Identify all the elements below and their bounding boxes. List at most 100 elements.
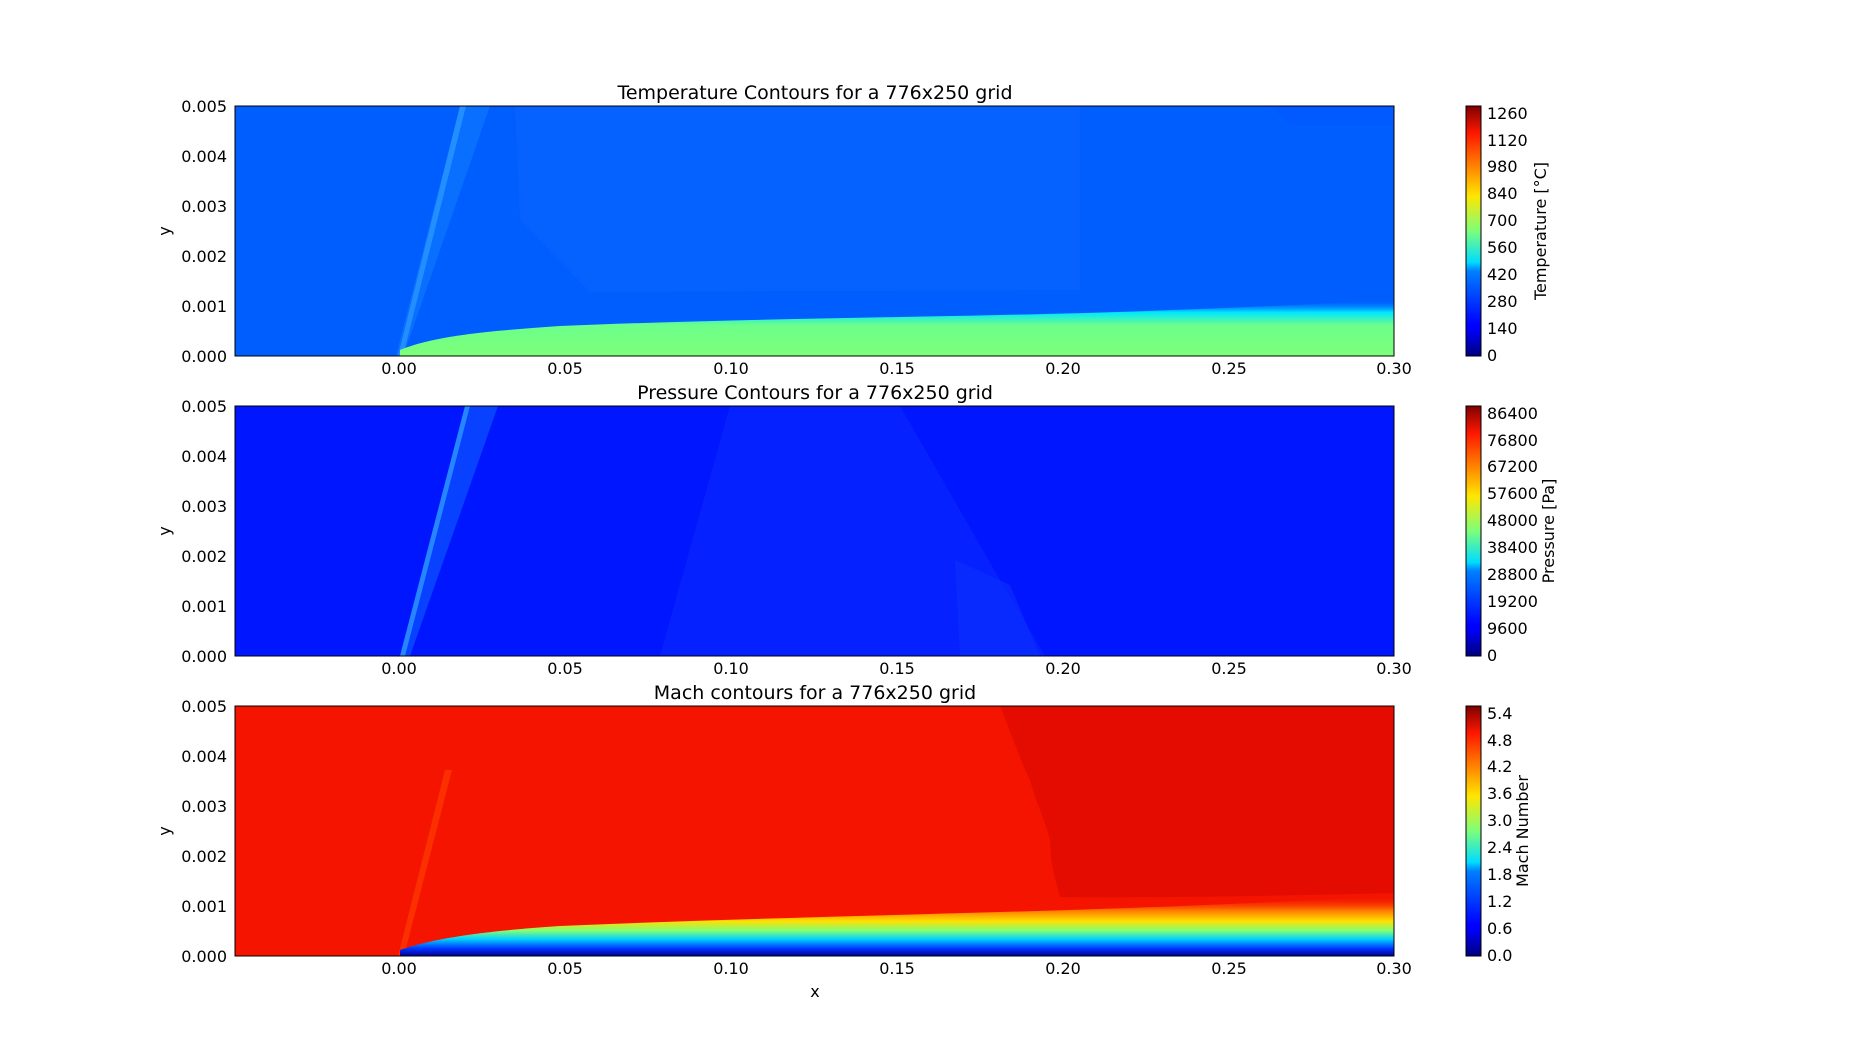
y-tick-label: 0.004 bbox=[181, 447, 227, 466]
colorbar-tick-label: 4.2 bbox=[1487, 757, 1512, 776]
mach-x-axis-label: x bbox=[810, 982, 819, 1001]
x-tick-label: 0.30 bbox=[1376, 359, 1412, 378]
mach-colorbar: 0.0 0.6 1.2 1.8 2.4 3.0 3.6 4.2 4.8 5.4 … bbox=[1465, 704, 1532, 965]
x-tick-label: 0.05 bbox=[547, 359, 583, 378]
colorbar-tick-label: 38400 bbox=[1487, 538, 1538, 557]
y-tick-label: 0.001 bbox=[181, 597, 227, 616]
y-tick-label: 0.003 bbox=[181, 497, 227, 516]
x-tick-label: 0.20 bbox=[1045, 959, 1081, 978]
y-tick-label: 0.005 bbox=[181, 97, 227, 116]
mach-field bbox=[234, 705, 1395, 957]
mach-wake bbox=[1000, 706, 1394, 898]
y-tick-label: 0.003 bbox=[181, 797, 227, 816]
y-tick-label: 0.002 bbox=[181, 547, 227, 566]
mach-title: Mach contours for a 776x250 grid bbox=[654, 682, 976, 704]
pressure-title: Pressure Contours for a 776x250 grid bbox=[637, 382, 993, 404]
y-tick-label: 0.001 bbox=[181, 897, 227, 916]
pressure-y-axis-label: y bbox=[155, 526, 174, 535]
temperature-field bbox=[234, 105, 1395, 357]
colorbar-tick-label: 76800 bbox=[1487, 431, 1538, 450]
y-tick-label: 0.001 bbox=[181, 297, 227, 316]
x-tick-label: 0.25 bbox=[1211, 659, 1247, 678]
pressure-field bbox=[234, 405, 1395, 657]
mach-y-axis-label: y bbox=[155, 826, 174, 835]
x-tick-label: 0.10 bbox=[713, 359, 749, 378]
mach-shock bbox=[398, 770, 452, 956]
temperature-y-ticks: 0.000 0.001 0.002 0.003 0.004 0.005 bbox=[181, 97, 227, 366]
x-tick-label: 0.10 bbox=[713, 659, 749, 678]
colorbar-tick-label: 9600 bbox=[1487, 619, 1528, 638]
y-tick-label: 0.000 bbox=[181, 347, 227, 366]
temperature-colorbar: 0 140 280 420 560 700 840 980 1120 1260 … bbox=[1465, 104, 1550, 365]
temperature-shock-core bbox=[398, 106, 466, 356]
colorbar-tick-label: 140 bbox=[1487, 319, 1518, 338]
x-tick-label: 0.20 bbox=[1045, 659, 1081, 678]
x-tick-label: 0.30 bbox=[1376, 659, 1412, 678]
pressure-wake bbox=[955, 560, 1040, 656]
colorbar-tick-label: 2.4 bbox=[1487, 838, 1512, 857]
mach-boundary-layer bbox=[400, 896, 1394, 956]
colorbar-tick-label: 1260 bbox=[1487, 104, 1528, 123]
temperature-x-ticks: 0.00 0.05 0.10 0.15 0.20 0.25 0.30 bbox=[381, 359, 1412, 378]
temperature-title: Temperature Contours for a 776x250 grid bbox=[616, 82, 1012, 104]
colorbar-tick-label: 48000 bbox=[1487, 511, 1538, 530]
x-tick-label: 0.25 bbox=[1211, 959, 1247, 978]
x-tick-label: 0.00 bbox=[381, 959, 417, 978]
y-tick-label: 0.005 bbox=[181, 397, 227, 416]
colorbar-tick-label: 5.4 bbox=[1487, 704, 1512, 723]
y-tick-label: 0.002 bbox=[181, 247, 227, 266]
colorbar-tick-label: 0 bbox=[1487, 346, 1497, 365]
colorbar-tick-label: 3.0 bbox=[1487, 811, 1512, 830]
x-tick-label: 0.15 bbox=[879, 659, 915, 678]
x-tick-label: 0.05 bbox=[547, 959, 583, 978]
mach-y-ticks: 0.000 0.001 0.002 0.003 0.004 0.005 bbox=[181, 697, 227, 966]
y-tick-label: 0.004 bbox=[181, 747, 227, 766]
colorbar-tick-label: 0 bbox=[1487, 646, 1497, 665]
x-tick-label: 0.10 bbox=[713, 959, 749, 978]
temperature-panel: Temperature Contours for a 776x250 grid … bbox=[155, 82, 1550, 378]
mach-x-ticks: 0.00 0.05 0.10 0.15 0.20 0.25 0.30 bbox=[381, 959, 1412, 978]
colorbar-tick-label: 0.6 bbox=[1487, 919, 1512, 938]
colorbar-tick-label: 86400 bbox=[1487, 404, 1538, 423]
x-tick-label: 0.05 bbox=[547, 659, 583, 678]
pressure-x-ticks: 0.00 0.05 0.10 0.15 0.20 0.25 0.30 bbox=[381, 659, 1412, 678]
temperature-boundary-layer bbox=[400, 300, 1394, 356]
pressure-colorbar-label: Pressure [Pa] bbox=[1539, 479, 1558, 584]
temperature-upper-right bbox=[1270, 106, 1394, 125]
colorbar-tick-label: 700 bbox=[1487, 211, 1518, 230]
temperature-colorbar-bar bbox=[1465, 105, 1482, 357]
pressure-colorbar: 0 9600 19200 28800 38400 48000 57600 672… bbox=[1465, 404, 1558, 665]
colorbar-tick-label: 980 bbox=[1487, 157, 1518, 176]
colorbar-tick-label: 3.6 bbox=[1487, 784, 1512, 803]
mach-colorbar-bar bbox=[1465, 705, 1482, 957]
y-tick-label: 0.000 bbox=[181, 947, 227, 966]
colorbar-tick-label: 420 bbox=[1487, 265, 1518, 284]
pressure-shock bbox=[400, 406, 498, 656]
colorbar-tick-label: 840 bbox=[1487, 184, 1518, 203]
y-tick-label: 0.005 bbox=[181, 697, 227, 716]
colorbar-tick-label: 1.8 bbox=[1487, 865, 1512, 884]
x-tick-label: 0.15 bbox=[879, 359, 915, 378]
y-tick-label: 0.003 bbox=[181, 197, 227, 216]
colorbar-tick-label: 67200 bbox=[1487, 457, 1538, 476]
colorbar-tick-label: 0.0 bbox=[1487, 946, 1512, 965]
pressure-expansion bbox=[660, 406, 1045, 656]
x-tick-label: 0.15 bbox=[879, 959, 915, 978]
pressure-panel: Pressure Contours for a 776x250 grid 0.0… bbox=[155, 382, 1558, 678]
colorbar-tick-label: 280 bbox=[1487, 292, 1518, 311]
temperature-axes-frame bbox=[234, 105, 1395, 357]
pressure-y-ticks: 0.000 0.001 0.002 0.003 0.004 0.005 bbox=[181, 397, 227, 666]
y-tick-label: 0.002 bbox=[181, 847, 227, 866]
temperature-colorbar-label: Temperature [°C] bbox=[1531, 162, 1550, 301]
pressure-axes-frame bbox=[234, 405, 1395, 657]
colorbar-tick-label: 28800 bbox=[1487, 565, 1538, 584]
x-tick-label: 0.30 bbox=[1376, 959, 1412, 978]
x-tick-label: 0.00 bbox=[381, 659, 417, 678]
y-tick-label: 0.000 bbox=[181, 647, 227, 666]
pressure-shock-core bbox=[400, 406, 470, 656]
temperature-shock bbox=[396, 106, 490, 356]
temperature-y-axis-label: y bbox=[155, 226, 174, 235]
temperature-expansion bbox=[515, 106, 1080, 292]
colorbar-tick-label: 57600 bbox=[1487, 484, 1538, 503]
pressure-colorbar-bar bbox=[1465, 405, 1482, 657]
